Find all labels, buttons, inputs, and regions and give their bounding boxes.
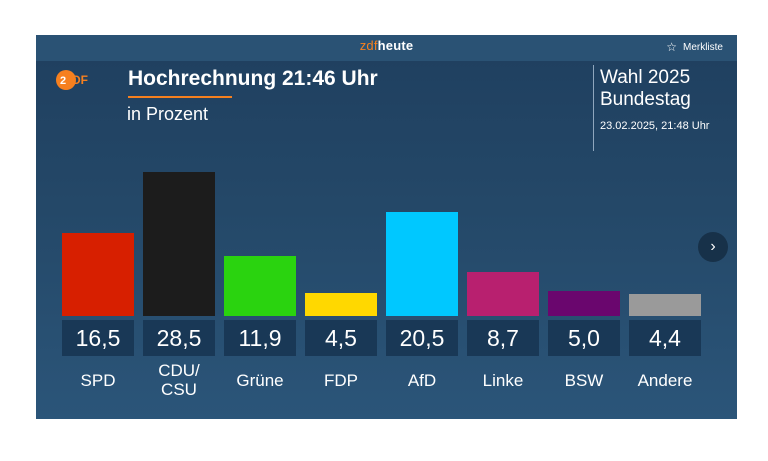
star-icon: ☆ [666,40,677,54]
election-year: Wahl 2025 [600,67,691,88]
bar-value-1: 28,5 [143,320,215,356]
merkliste-button[interactable]: ☆ Merkliste [666,41,723,53]
merkliste-label: Merkliste [682,41,723,53]
bar-2 [224,255,296,316]
svg-text:2: 2 [60,75,66,87]
party-label-2: Grüne [236,371,284,390]
brand-zdf: zdf [359,38,378,53]
bar-value-5: 8,7 [467,320,539,356]
bar-3 [305,293,377,316]
header-divider [593,65,594,151]
bar-7 [629,293,701,316]
title-underline [128,96,232,98]
zdfheute-brand[interactable]: zdfheute [36,38,737,53]
bar-4 [386,212,458,316]
page-title: Hochrechnung 21:46 Uhr [128,67,378,90]
bar-5 [467,272,539,316]
top-bar: zdfheute ☆ Merkliste [36,35,737,61]
page-subtitle: in Prozent [127,104,209,124]
party-label-7: Andere [637,371,693,390]
election-info: Wahl 2025 Bundestag [600,67,691,111]
bar-value-2: 11,9 [224,320,296,356]
party-label-0: SPD [80,371,116,390]
election-body: Bundestag [600,89,691,110]
party-label-3: FDP [324,371,358,390]
election-chart-panel: zdfheute ☆ Merkliste 2 DF Hochrechnung 2… [36,35,737,419]
chevron-right-icon: › [710,238,716,255]
bar-6 [548,290,620,316]
party-label-6: BSW [564,371,604,390]
svg-text:DF: DF [72,73,88,87]
bar-value-6: 5,0 [548,320,620,356]
bar-value-3: 4,5 [305,320,377,356]
party-label-4: AfD [407,371,437,390]
party-label-5: Linke [482,371,524,390]
party-label-1: CDU/CSU [158,361,200,399]
bar-1 [143,172,215,316]
bar-value-4: 20,5 [386,320,458,356]
zdf-logo: 2 DF [56,70,88,90]
brand-heute: heute [377,38,414,53]
bar-value-7: 4,4 [629,320,701,356]
bar-0 [62,232,134,316]
next-button[interactable]: › [698,232,728,262]
update-timestamp: 23.02.2025, 21:48 Uhr [600,120,710,132]
bar-value-0: 16,5 [62,320,134,356]
